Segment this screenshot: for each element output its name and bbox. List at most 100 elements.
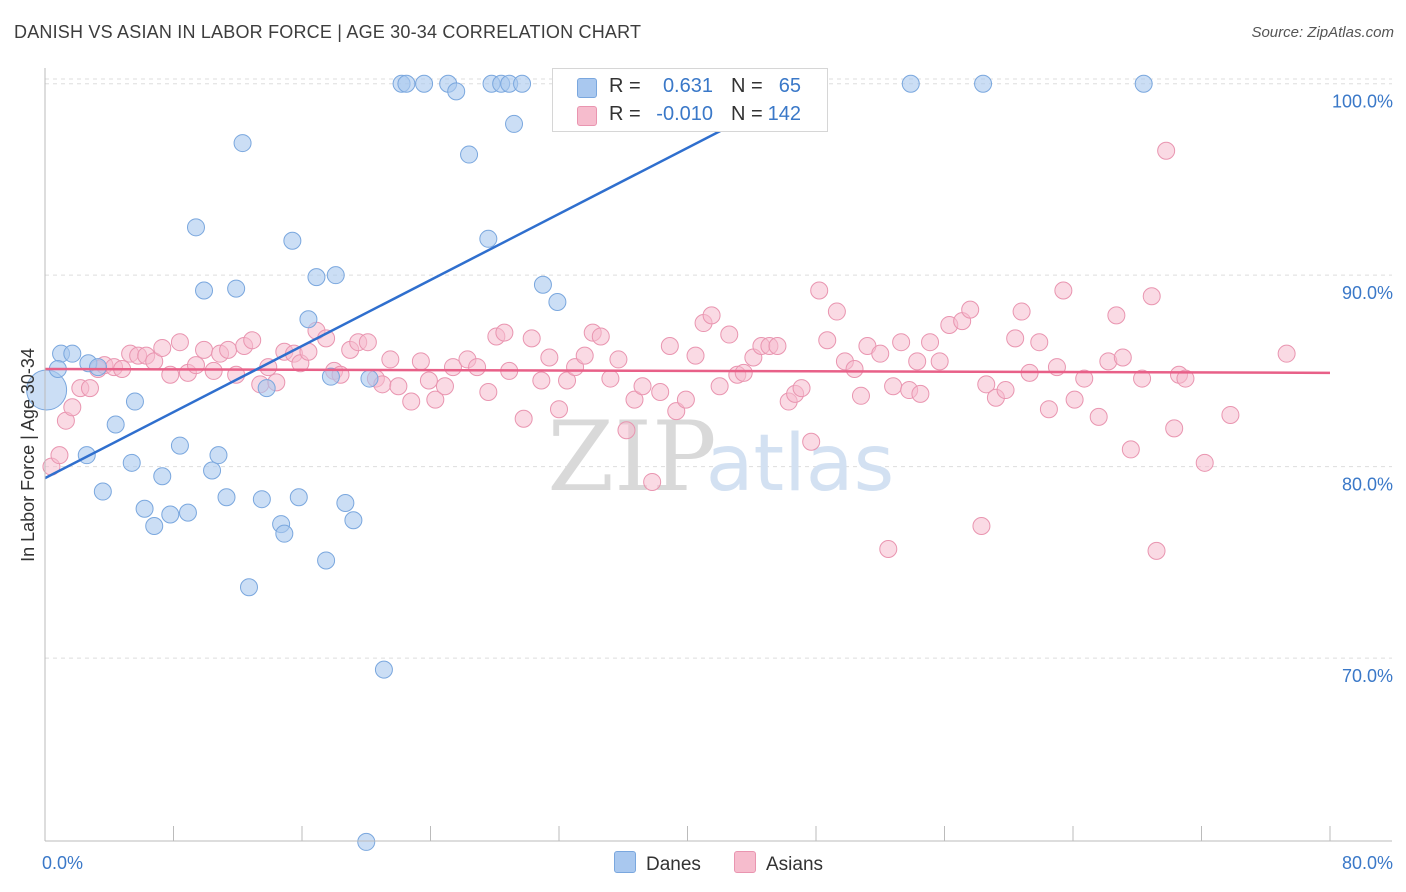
asians-point <box>532 371 551 390</box>
x-tick-label: 0.0% <box>42 853 83 873</box>
asians-point <box>768 337 787 356</box>
asians-point <box>195 340 214 359</box>
asians-point <box>1277 344 1296 363</box>
danes-point <box>344 511 363 530</box>
asians-point <box>170 333 189 352</box>
trend-lines <box>44 80 1331 480</box>
asians-point <box>1221 405 1240 424</box>
danes-point <box>209 446 228 465</box>
danes-point <box>479 229 498 248</box>
asians-point <box>827 302 846 321</box>
danes-point <box>89 358 108 377</box>
asians-point <box>851 386 870 405</box>
asians-point <box>667 402 686 421</box>
danes-point <box>186 218 205 237</box>
danes-r-value: 0.631 <box>662 75 713 97</box>
asians-r-value: -0.010 <box>656 103 713 125</box>
danes-point <box>415 74 434 93</box>
asians-trend-line <box>44 367 1331 375</box>
asians-point <box>426 390 445 409</box>
asians-point <box>676 390 695 409</box>
danes-point <box>397 74 416 93</box>
asians-point <box>710 377 729 396</box>
asians-point <box>435 377 454 396</box>
asians-point <box>389 377 408 396</box>
asians-point <box>879 539 898 558</box>
asians-point <box>617 421 636 440</box>
asians-point <box>219 340 238 359</box>
asians-point <box>514 409 533 428</box>
asians-point <box>702 306 721 325</box>
danes-n-value: 65 <box>778 75 801 97</box>
danes-point <box>145 517 164 535</box>
danes-point <box>533 275 552 294</box>
asians-point <box>381 350 400 369</box>
danes-point <box>336 494 355 513</box>
asians-point <box>1142 287 1161 306</box>
danes-point <box>161 505 180 524</box>
danes-point <box>106 415 125 434</box>
danes-point <box>374 660 393 679</box>
asians-point <box>419 371 438 390</box>
asians-point <box>540 348 559 367</box>
asians-point <box>575 346 594 365</box>
asians-point <box>810 281 829 300</box>
asians-point <box>495 323 514 342</box>
x-tick-label: 80.0% <box>1342 853 1393 873</box>
asians-point <box>1006 329 1025 348</box>
asians-point <box>243 331 262 350</box>
asians-series <box>42 141 1296 560</box>
asians-point <box>720 325 739 344</box>
asians-point <box>80 379 99 398</box>
danes-point <box>317 551 336 570</box>
asians-point <box>871 344 890 363</box>
danes-trend-line <box>44 80 817 480</box>
watermark-atlas: atlas <box>706 419 895 509</box>
danes-point <box>505 114 524 133</box>
danes-point <box>233 134 252 153</box>
asians-point <box>153 338 172 357</box>
danes-legend-swatch <box>614 851 636 873</box>
watermark-zip: ZIP <box>547 401 716 513</box>
legend-item-asians[interactable]: Asians <box>734 851 823 876</box>
asians-point <box>908 352 927 371</box>
asians-point <box>522 329 541 348</box>
asians-point <box>977 375 996 394</box>
asians-point <box>643 472 662 491</box>
asians-point <box>1065 390 1084 409</box>
danes-point <box>227 279 246 298</box>
y-tick-label: 80.0% <box>1342 475 1393 495</box>
danes-point <box>307 268 326 287</box>
asians-point <box>402 392 421 411</box>
danes-point <box>195 281 214 300</box>
asians-point <box>892 333 911 352</box>
danes-point <box>239 578 258 597</box>
danes-n-label: N = <box>731 75 763 97</box>
legend-item-danes[interactable]: Danes <box>614 851 701 876</box>
danes-point <box>93 482 112 501</box>
danes-point <box>360 369 379 388</box>
asians-point <box>686 346 705 365</box>
asians-point <box>792 379 811 398</box>
asians-n-value: 142 <box>767 103 801 125</box>
asians-point <box>818 331 837 350</box>
danes-point <box>178 503 197 522</box>
asians-point <box>972 517 991 535</box>
asians-point <box>921 333 940 352</box>
asians-r-label: R = <box>609 103 641 125</box>
y-axis-label: In Labor Force | Age 30-34 <box>18 348 38 562</box>
danes-point <box>548 292 567 311</box>
asians-point <box>1054 281 1073 300</box>
asians-point <box>734 363 753 382</box>
asians-point <box>591 327 610 346</box>
asians-n-label: N = <box>731 103 763 125</box>
asians-point <box>1012 302 1031 321</box>
asians-point <box>358 333 377 352</box>
asians-point <box>63 398 82 417</box>
danes-point <box>122 453 141 472</box>
asians-point <box>601 369 620 388</box>
asians-point <box>1121 440 1140 459</box>
asians-point <box>996 381 1015 400</box>
legend-row-danes: R = 0.631 N = 65 <box>553 73 827 103</box>
